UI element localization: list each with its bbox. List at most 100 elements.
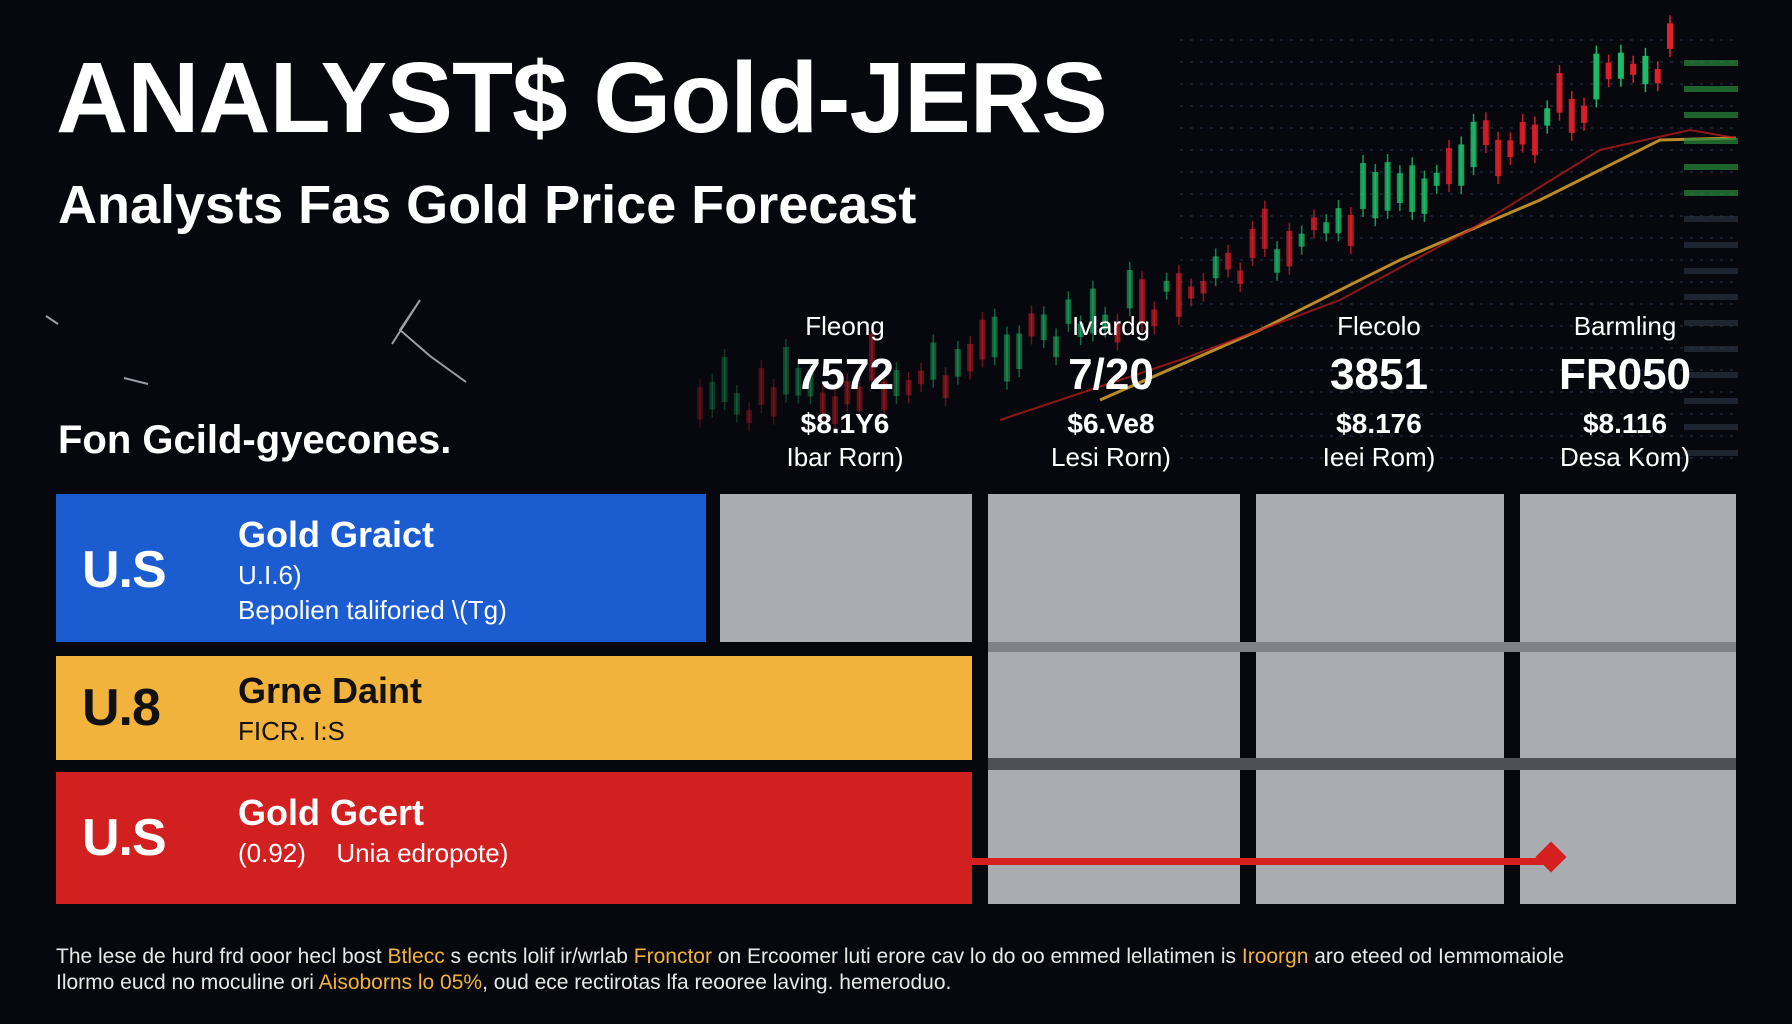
candle-body bbox=[1286, 230, 1293, 267]
candle-body bbox=[1188, 286, 1195, 299]
candle-body bbox=[1495, 139, 1502, 177]
column-header-1: Fleong 7572 $8.1Y6 Ibar Rorn) bbox=[730, 311, 960, 473]
grid-cell bbox=[1256, 494, 1504, 904]
candle-body bbox=[942, 375, 949, 399]
indicator-tick bbox=[1684, 112, 1738, 118]
indicator-tick bbox=[1684, 60, 1738, 66]
column-header-2: Ivlardg 7/20 $6.Ve8 Lesi Rorn) bbox=[996, 311, 1226, 473]
indicator-tick bbox=[1684, 424, 1738, 430]
candle-body bbox=[1077, 323, 1084, 338]
column-price: $8.116 bbox=[1582, 408, 1668, 440]
candle-body bbox=[1347, 215, 1354, 247]
candle-body bbox=[721, 356, 728, 403]
decor-mark bbox=[45, 315, 59, 325]
candle-body bbox=[1335, 208, 1342, 234]
footnote-highlight: Aisoborns lo 05% bbox=[318, 971, 483, 995]
candle-body bbox=[1175, 273, 1182, 317]
column-price: $8.1Y6 bbox=[800, 408, 890, 440]
candle-body bbox=[1581, 105, 1588, 123]
grid-row-divider bbox=[988, 642, 1736, 652]
row-description: Unia edropote) bbox=[336, 838, 509, 868]
candle-body bbox=[1151, 309, 1158, 327]
candle-body bbox=[881, 381, 888, 411]
candle-body bbox=[844, 381, 851, 405]
candle-body bbox=[1323, 222, 1330, 234]
candle-body bbox=[1261, 208, 1268, 249]
candle-body bbox=[1274, 249, 1281, 273]
grid-row-divider bbox=[988, 758, 1736, 770]
column-note: Lesi Rorn) bbox=[1051, 441, 1171, 472]
footnote-text: s ecnts lolif ir/wrlab bbox=[444, 945, 634, 968]
candle-body bbox=[1568, 98, 1575, 133]
column-note: Ibar Rorn) bbox=[786, 441, 904, 472]
candle-body bbox=[782, 346, 789, 395]
indicator-tick bbox=[1684, 372, 1738, 378]
grid-cell bbox=[988, 494, 1240, 904]
trend-arrow-line bbox=[972, 858, 1546, 865]
candle-body bbox=[709, 381, 716, 410]
candle-body bbox=[967, 343, 974, 372]
candle-body bbox=[1028, 313, 1035, 337]
indicator-tick bbox=[1684, 164, 1738, 170]
candle-body bbox=[733, 393, 740, 415]
column-price: $6.Ve8 bbox=[1067, 408, 1155, 440]
candle-body bbox=[1310, 217, 1317, 231]
candle-body bbox=[1519, 121, 1526, 145]
candle-body bbox=[1544, 108, 1551, 126]
row-name: Gold Graict bbox=[238, 514, 435, 555]
candle-body bbox=[1593, 53, 1600, 100]
candle-body bbox=[1667, 23, 1673, 49]
candle-body bbox=[1384, 162, 1391, 211]
candle-body bbox=[868, 333, 875, 381]
candle-body bbox=[1433, 172, 1440, 186]
column-note: Ieei Rom) bbox=[1322, 441, 1436, 472]
forecast-row-1: U.S Gold Graict U.I.6) Bepolien talifori… bbox=[56, 494, 706, 642]
candle-body bbox=[1372, 172, 1379, 219]
candle-body bbox=[1630, 63, 1637, 75]
column-value: 7572 bbox=[796, 349, 894, 399]
candle-body bbox=[918, 370, 925, 385]
column-name: Fleong bbox=[805, 311, 885, 341]
indicator-tick bbox=[1684, 320, 1738, 326]
row-code: U.8 bbox=[82, 679, 161, 737]
footnote-highlight: Btlecc bbox=[387, 945, 445, 968]
candle-body bbox=[1642, 55, 1649, 85]
candle-body bbox=[1482, 120, 1489, 146]
candle-body bbox=[1507, 140, 1514, 158]
candle-body bbox=[1114, 321, 1121, 343]
candle-body bbox=[893, 370, 900, 397]
grid-cell bbox=[1520, 494, 1736, 904]
row-code: U.S bbox=[82, 541, 167, 599]
candle-body bbox=[991, 316, 998, 358]
row-description: Bepolien taliforied \(Tg) bbox=[238, 595, 507, 625]
candle-body bbox=[770, 387, 777, 417]
candle-body bbox=[697, 387, 703, 420]
row-detail: FICR. I:S bbox=[238, 716, 345, 746]
footnote-highlight: Iroorgn bbox=[1241, 945, 1309, 968]
page-subtitle: Analysts Fas Gold Price Forecast bbox=[58, 175, 917, 235]
footnote-text: The lese de hurd frd ooor hecl bost bbox=[56, 945, 388, 968]
column-value: 3851 bbox=[1330, 349, 1428, 399]
candle-body bbox=[1556, 73, 1563, 113]
row-info: Gold Graict U.I.6) Bepolien taliforied \… bbox=[238, 514, 507, 626]
candle-body bbox=[746, 410, 753, 424]
candle-body bbox=[1212, 256, 1219, 279]
candle-body bbox=[1360, 162, 1367, 209]
indicator-tick bbox=[1684, 216, 1738, 222]
candle-body bbox=[1003, 334, 1010, 382]
candle-body bbox=[1458, 144, 1465, 186]
row-name: Gold Gcert bbox=[238, 792, 425, 833]
footnote-text: aro eteed od Iemmomaiole bbox=[1308, 945, 1565, 968]
indicator-tick bbox=[1684, 86, 1738, 92]
column-value: 7/20 bbox=[1068, 349, 1154, 399]
forecast-row-2: U.8 Grne Daint FICR. I:S bbox=[56, 656, 972, 760]
candle-body bbox=[1249, 228, 1256, 259]
candle-body bbox=[1089, 288, 1096, 334]
candle-body bbox=[1421, 178, 1428, 214]
candle-body bbox=[1445, 148, 1452, 185]
candle-body bbox=[1065, 299, 1072, 324]
candle-body bbox=[758, 368, 765, 406]
indicator-tick bbox=[1684, 138, 1738, 144]
indicator-tick bbox=[1684, 242, 1738, 248]
